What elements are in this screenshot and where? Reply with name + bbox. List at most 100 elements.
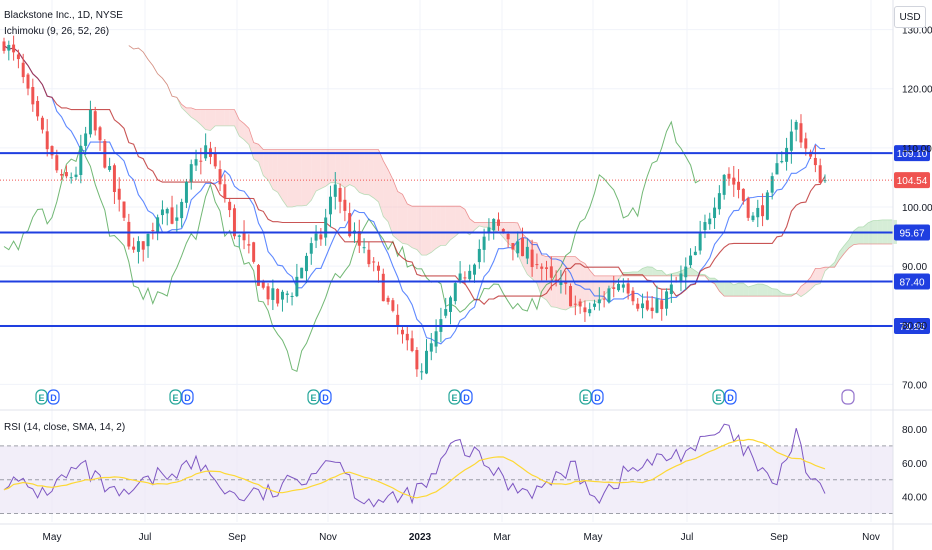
candle-body bbox=[492, 218, 496, 231]
tenkan-sen-line bbox=[3, 45, 825, 345]
dividend-marker-label: D bbox=[184, 393, 191, 403]
candle-body bbox=[645, 300, 649, 310]
candle-body bbox=[425, 350, 428, 374]
cloud-segment bbox=[839, 245, 845, 260]
rsi-legend[interactable]: RSI (14, close, SMA, 14, 2) bbox=[4, 422, 126, 433]
candle-body bbox=[689, 255, 693, 266]
cloud-segment bbox=[762, 284, 768, 297]
candle-body bbox=[247, 244, 251, 246]
cloud-segment bbox=[349, 149, 355, 187]
cloud-segment bbox=[656, 270, 662, 276]
level-badge-label: 109.10 bbox=[897, 149, 928, 160]
candle-body bbox=[415, 350, 419, 370]
time-axis-label: May bbox=[43, 532, 62, 543]
candle-body bbox=[545, 267, 549, 269]
cloud-segment bbox=[373, 149, 379, 202]
candle-body bbox=[391, 300, 395, 311]
time-axis-label: May bbox=[584, 532, 603, 543]
candle-body bbox=[16, 54, 20, 60]
candle-body bbox=[617, 283, 621, 291]
candle-body bbox=[780, 161, 784, 163]
candle-body bbox=[473, 264, 476, 275]
candle-body bbox=[737, 181, 741, 190]
cloud-segment bbox=[800, 282, 806, 297]
grid-lines bbox=[0, 0, 893, 522]
candle-body bbox=[516, 241, 520, 254]
candle-body bbox=[636, 303, 640, 309]
cloud-segment bbox=[719, 281, 725, 297]
horizontal-levels[interactable]: 109.10 95.67 87.40 79.86 104.54 bbox=[0, 145, 930, 335]
candle-body bbox=[641, 303, 645, 309]
candle-body bbox=[170, 207, 174, 224]
candle-body bbox=[569, 285, 573, 307]
cloud-segment bbox=[205, 109, 211, 131]
candle-body bbox=[280, 291, 284, 300]
cloud-segment bbox=[556, 256, 561, 309]
cloud-segment bbox=[282, 149, 288, 208]
cloud-segment bbox=[450, 206, 456, 240]
candle-body bbox=[122, 201, 126, 218]
cloud-segment bbox=[407, 203, 413, 248]
candle-body bbox=[420, 371, 424, 373]
candle-body bbox=[93, 111, 97, 131]
candle-body bbox=[256, 265, 260, 286]
candle-body bbox=[266, 286, 270, 300]
candle-body bbox=[237, 235, 241, 237]
price-axis-tick-label: 70.00 bbox=[902, 380, 927, 391]
candle-body bbox=[213, 153, 217, 167]
cloud-segment bbox=[484, 222, 489, 228]
cloud-segment bbox=[752, 284, 758, 297]
cloud-segment bbox=[272, 149, 278, 193]
cloud-segment bbox=[748, 285, 753, 297]
chart-title[interactable]: Blackstone Inc., 1D, NYSE bbox=[4, 10, 123, 21]
cloud-segment bbox=[724, 281, 729, 297]
cloud-segment bbox=[292, 149, 297, 208]
candle-body bbox=[7, 44, 11, 51]
dividend-marker-label: D bbox=[463, 393, 470, 403]
candle-body bbox=[650, 307, 654, 312]
candle-body bbox=[348, 213, 352, 237]
cloud-segment bbox=[248, 128, 254, 159]
candle-body bbox=[79, 146, 83, 175]
candle-body bbox=[684, 266, 688, 278]
candle-body bbox=[693, 251, 697, 256]
candle-body bbox=[679, 273, 683, 283]
candle-body bbox=[338, 187, 342, 202]
candle-body bbox=[295, 276, 299, 297]
candle-body bbox=[698, 233, 702, 251]
candle-body bbox=[69, 177, 73, 179]
candle-body bbox=[132, 246, 136, 250]
candle-body bbox=[823, 180, 827, 182]
cloud-segment bbox=[330, 149, 336, 183]
cloud-segment bbox=[316, 149, 321, 192]
candle-body bbox=[319, 234, 323, 240]
candle-body bbox=[285, 293, 289, 295]
cloud-segment bbox=[536, 242, 542, 297]
level-badge-label: 95.67 bbox=[899, 229, 924, 240]
candle-body bbox=[497, 219, 500, 226]
candle-body bbox=[794, 121, 798, 130]
candle-body bbox=[540, 266, 544, 269]
time-axis-label: 2023 bbox=[409, 532, 432, 543]
cloud-segment bbox=[498, 222, 504, 238]
ichimoku-legend[interactable]: Ichimoku (9, 26, 52, 26) bbox=[4, 26, 110, 37]
candle-body bbox=[602, 298, 606, 300]
ichimoku-cloud bbox=[128, 45, 897, 310]
earnings-marker bbox=[579, 389, 592, 405]
cloud-segment bbox=[647, 266, 653, 276]
currency-button[interactable]: USD bbox=[894, 6, 926, 28]
cloud-segment bbox=[474, 222, 480, 231]
candle-body bbox=[751, 215, 755, 221]
candle-body bbox=[50, 146, 54, 156]
dividend-marker bbox=[591, 389, 604, 405]
candle-body bbox=[228, 201, 232, 211]
candle-body bbox=[151, 230, 155, 232]
cloud-segment bbox=[445, 206, 451, 246]
candle-body bbox=[184, 181, 188, 203]
time-axis-label: Nov bbox=[319, 532, 337, 543]
candle-body bbox=[655, 298, 659, 313]
cloud-segment bbox=[460, 206, 465, 232]
